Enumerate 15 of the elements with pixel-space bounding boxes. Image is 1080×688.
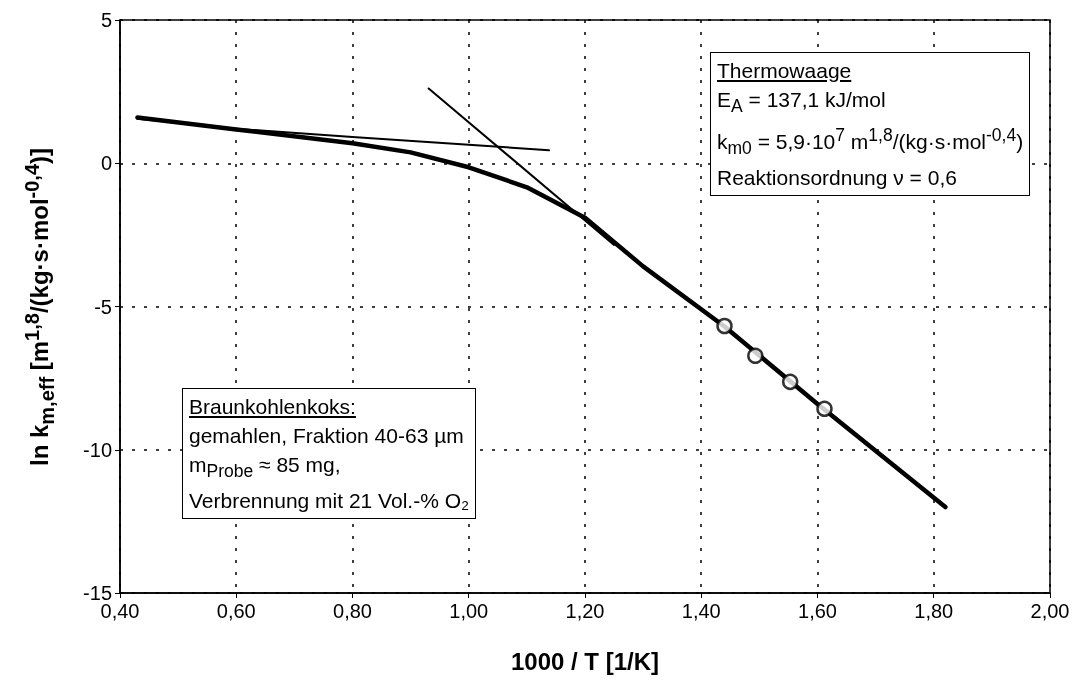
x-tick-label: 0,60 [216,600,256,622]
x-tick-label: 1,40 [681,600,721,622]
x-tick-label: 1,60 [798,600,837,622]
text: Thermowaage E$_{A}$ = 137,1 kJ/mol k$_{m0}$ = 5,9·10$^{7}$ m$^{1,8}$/(kg·s·mol$^{-0,4}$) Reaktionsordnung ν = 0,6 [717,59,1024,190]
annotation: Braunkohlenkoks: gemahlen, Fraktion 40-63 µm m$_{Probe}$ ≈ 85 mg, Verbrennung mit 21 Vol.-% O₂ [189,394,470,515]
x-axis-title: 1000 / T [1/K] [510,648,660,676]
y-tick-label: 0 [100,152,112,175]
y-tick-label: -10 [83,438,112,461]
x-tick-label: 1,20 [565,600,605,622]
x-tick-label: 0,80 [333,600,372,622]
y-tick-label: 5 [100,9,112,31]
y-tick-label: -5 [94,295,112,318]
x-tick-label: 1,80 [914,600,954,622]
x-tick-label: 2,00 [1030,600,1070,622]
x-tick-label: 1,00 [449,600,489,622]
